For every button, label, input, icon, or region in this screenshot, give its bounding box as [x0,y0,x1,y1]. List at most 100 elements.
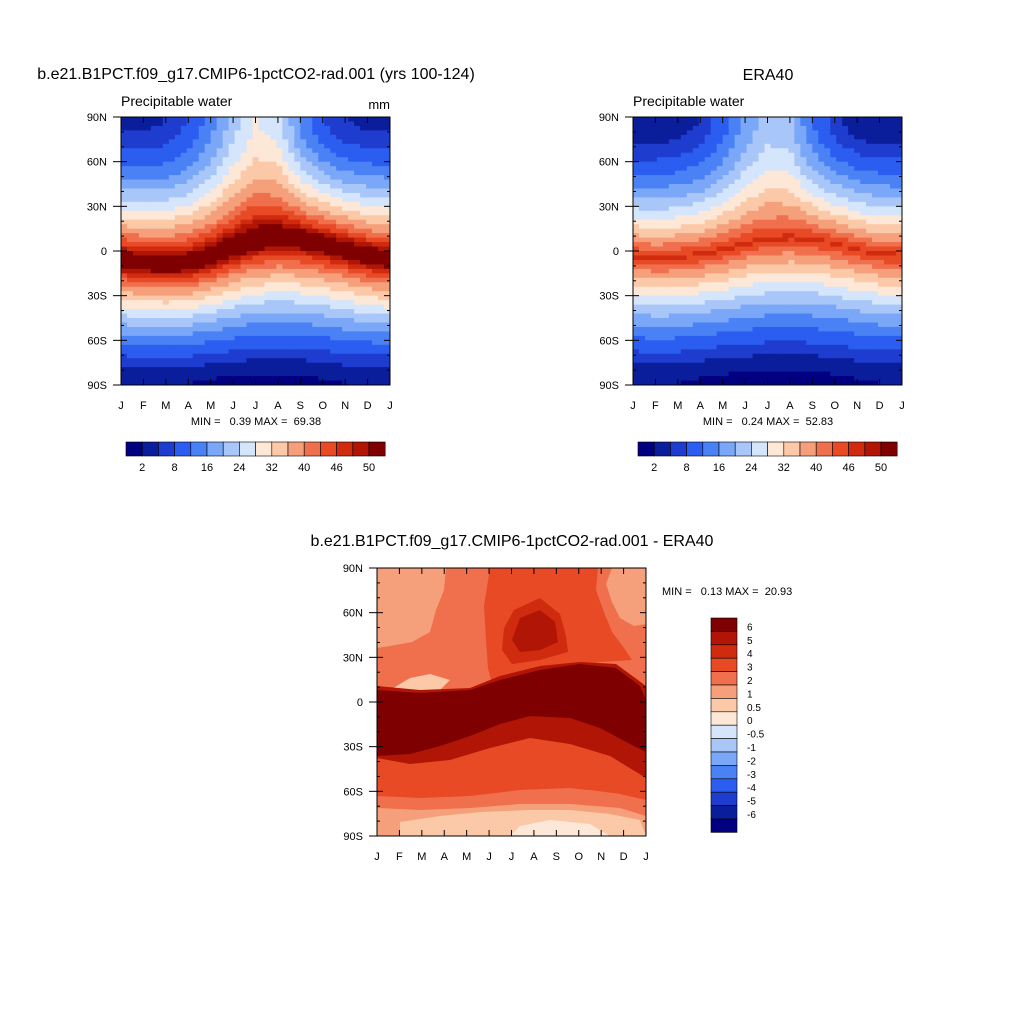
field-cell [186,340,194,346]
field-cell [264,121,272,127]
field-cell [216,353,224,359]
field-cell [378,157,385,163]
field-cell [662,309,670,315]
field-cell [764,273,772,279]
field-cell [180,268,188,274]
field-cell [788,233,795,239]
field-cell [650,134,658,140]
field-cell [192,166,200,172]
field-cell [318,134,325,140]
field-cell [638,184,646,190]
field-cell [662,206,670,212]
field-cell [728,326,736,332]
field-cell [276,358,283,364]
field-cell [788,367,795,373]
field-cell [294,277,301,283]
field-cell [354,242,361,248]
field-cell [378,242,385,248]
field-cell [764,219,772,225]
field-cell [204,309,212,315]
field-cell [818,322,825,328]
field-cell [842,326,849,332]
field-cell [656,309,664,315]
field-cell [638,300,646,306]
field-cell [788,286,795,292]
field-cell [138,376,146,382]
field-cell [806,380,813,385]
field-cell [342,268,349,274]
field-cell [282,192,289,198]
field-cell [186,322,194,328]
field-cell [764,175,772,181]
field-cell [288,117,295,123]
field-cell [842,318,849,324]
field-cell [144,282,152,288]
field-cell [812,295,819,301]
field-cell [366,295,373,301]
field-cell [366,353,373,359]
field-cell [288,255,295,261]
field-cell [680,192,688,198]
field-cell [728,282,736,288]
field-cell [240,233,248,239]
field-cell [336,335,343,341]
field-cell [644,251,652,257]
field-cell [336,121,343,127]
field-cell [836,197,843,203]
field-cell [282,344,289,350]
field-cell [312,300,319,306]
field-cell [836,184,843,190]
field-cell [288,322,295,328]
field-cell [144,224,152,230]
field-cell [782,157,790,163]
field-cell [764,313,772,319]
field-cell [186,358,194,364]
field-cell [782,251,790,257]
field-cell [228,268,236,274]
field-cell [378,371,385,377]
field-cell [378,117,385,123]
field-cell [378,179,385,185]
field-cell [372,286,379,292]
field-cell [650,344,658,350]
field-cell [710,264,718,270]
field-cell [824,304,831,310]
field-cell [252,362,260,368]
field-cell [312,331,319,337]
field-cell [168,161,176,167]
field-cell [692,237,700,243]
field-cell [650,326,658,332]
field-cell [162,376,170,382]
field-cell [633,295,640,301]
field-cell [282,268,289,274]
field-cell [704,219,712,225]
field-cell [234,125,242,131]
field-cell [680,166,688,172]
field-cell [144,286,152,292]
field-cell [788,349,795,355]
field-cell [740,362,748,368]
field-cell [812,291,819,297]
field-cell [764,143,772,149]
field-cell [318,251,325,257]
field-cell [372,318,379,324]
field-cell [192,371,200,377]
field-cell [800,344,807,350]
field-cell [378,335,385,341]
field-cell [216,228,224,234]
field-cell [126,251,134,257]
field-cell [156,318,164,324]
field-cell [126,201,134,207]
field-cell [186,282,194,288]
field-cell [324,255,331,261]
field-cell [276,286,283,292]
field-cell [848,121,855,127]
field-cell [842,228,849,234]
field-cell [800,237,807,243]
field-cell [150,273,158,279]
field-cell [162,237,170,243]
field-cell [282,291,289,297]
field-cell [354,326,361,332]
field-cell [734,251,742,257]
colorbar-swatch [287,441,305,457]
